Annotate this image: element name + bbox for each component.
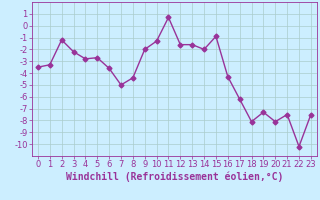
X-axis label: Windchill (Refroidissement éolien,°C): Windchill (Refroidissement éolien,°C) bbox=[66, 172, 283, 182]
